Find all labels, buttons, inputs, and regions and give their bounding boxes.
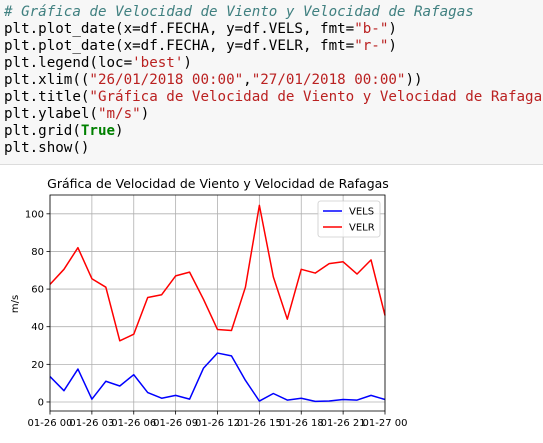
x-tick-label: 01-26 18 bbox=[279, 418, 324, 429]
plot-frame bbox=[49, 194, 386, 412]
legend-label-velr: VELR bbox=[349, 223, 375, 234]
code-token: 'best' bbox=[132, 55, 184, 71]
y-tick-label: 100 bbox=[25, 209, 44, 220]
code-token: plt.title( bbox=[4, 89, 90, 105]
code-line: plt.grid(True) bbox=[4, 123, 124, 139]
code-line: plt.show() bbox=[4, 140, 89, 156]
code-line: plt.xlim(("26/01/2018 00:00","27/01/2018… bbox=[4, 72, 423, 88]
y-tick-label: 20 bbox=[31, 360, 44, 371]
code-token: ) bbox=[388, 38, 397, 54]
output-area: Gráfica de Velocidad de Viento y Velocid… bbox=[0, 165, 543, 439]
code-token: , bbox=[243, 72, 252, 88]
x-tick-label: 01-26 09 bbox=[153, 418, 198, 429]
code-token: ) bbox=[115, 123, 124, 139]
code-token: plt.plot_date(x=df.FECHA, y=df.VELR, fmt… bbox=[4, 38, 355, 54]
code-token: plt.grid( bbox=[4, 123, 81, 139]
y-tick-label: 0 bbox=[38, 397, 44, 408]
x-tick-label: 01-26 03 bbox=[69, 418, 114, 429]
series-line-vels bbox=[49, 352, 386, 403]
code-line: plt.plot_date(x=df.FECHA, y=df.VELR, fmt… bbox=[4, 38, 397, 54]
x-tick-label: 01-26 21 bbox=[321, 418, 366, 429]
code-token: "Gráfica de Velocidad de Viento y Veloci… bbox=[89, 89, 543, 105]
legend-box bbox=[317, 200, 381, 238]
y-tick-label: 40 bbox=[31, 322, 44, 333]
code-token: plt.plot_date(x=df.FECHA, y=df.VELS, fmt… bbox=[4, 21, 355, 37]
code-token: plt.ylabel( bbox=[4, 106, 98, 122]
x-tick-label: 01-26 15 bbox=[237, 418, 282, 429]
code-line: plt.plot_date(x=df.FECHA, y=df.VELS, fmt… bbox=[4, 21, 397, 37]
code-token: "b-" bbox=[354, 21, 389, 37]
y-axis-label: m/s bbox=[10, 295, 21, 313]
code-line: plt.ylabel("m/s") bbox=[4, 106, 149, 122]
legend: VELS VELR bbox=[317, 200, 381, 238]
code-token: True bbox=[80, 123, 116, 139]
code-line: plt.title("Gráfica de Velocidad de Vient… bbox=[4, 89, 543, 105]
code-token: # Gráfica de Velocidad de Viento y Veloc… bbox=[4, 4, 474, 20]
x-tick-label: 01-26 00 bbox=[28, 418, 73, 429]
code-token: "27/01/2018 00:00" bbox=[251, 72, 406, 88]
legend-label-vels: VELS bbox=[349, 207, 374, 218]
grid-lines bbox=[49, 195, 386, 411]
chart-title: Gráfica de Velocidad de Viento y Velocid… bbox=[47, 176, 389, 191]
y-tick-label: 80 bbox=[31, 247, 44, 258]
code-token: "m/s" bbox=[97, 106, 141, 122]
series-line-velr bbox=[49, 204, 386, 342]
code-token: )) bbox=[405, 72, 423, 88]
code-token: plt.legend(loc= bbox=[4, 55, 133, 71]
x-tick-label: 01-27 00 bbox=[363, 418, 408, 429]
series-layer bbox=[49, 204, 386, 403]
code-token: ) bbox=[183, 55, 192, 71]
code-line: # Gráfica de Velocidad de Viento y Veloc… bbox=[4, 4, 474, 20]
code-token: "26/01/2018 00:00" bbox=[89, 72, 244, 88]
code-line: plt.legend(loc='best') bbox=[4, 55, 192, 71]
code-token: plt.xlim(( bbox=[4, 72, 90, 88]
code-token: plt.show() bbox=[4, 140, 90, 156]
y-tick-label: 60 bbox=[31, 285, 44, 296]
code-editor[interactable]: # Gráfica de Velocidad de Viento y Veloc… bbox=[0, 0, 543, 157]
code-token: "r-" bbox=[354, 38, 389, 54]
code-cell[interactable]: # Gráfica de Velocidad de Viento y Veloc… bbox=[0, 0, 543, 165]
chart: Gráfica de Velocidad de Viento y Velocid… bbox=[10, 176, 408, 429]
code-token: ) bbox=[388, 21, 397, 37]
code-token: ) bbox=[140, 106, 150, 122]
x-tick-label: 01-26 12 bbox=[195, 418, 240, 429]
x-tick-label: 01-26 06 bbox=[111, 418, 156, 429]
